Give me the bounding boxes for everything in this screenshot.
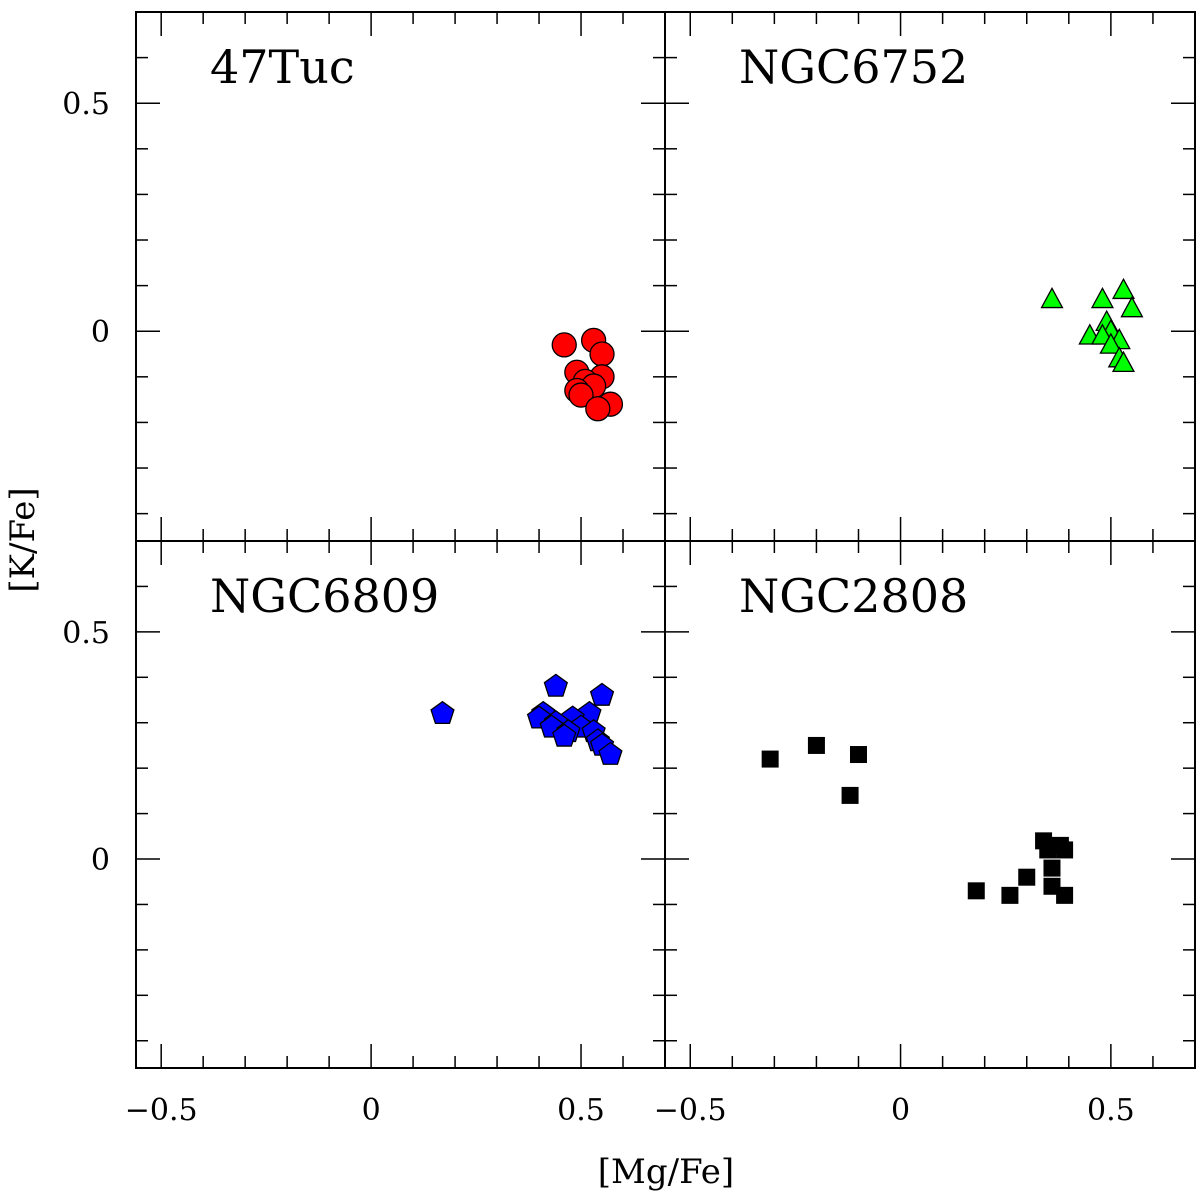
data-point — [543, 673, 569, 697]
y-tick-label: 0 — [91, 315, 110, 350]
data-point — [849, 746, 867, 764]
panel-title: 47Tuc — [210, 40, 355, 94]
y-tick-label: 0.5 — [62, 87, 110, 122]
data-point — [430, 700, 455, 724]
data-point — [589, 682, 615, 706]
data-point — [761, 750, 779, 768]
data-point — [598, 741, 623, 765]
data-point — [568, 382, 594, 408]
data-point — [1043, 859, 1061, 877]
data-point — [1120, 296, 1144, 318]
panel-title: NGC6752 — [739, 40, 968, 94]
data-point — [1056, 841, 1074, 859]
data-point — [841, 786, 859, 804]
data-point — [1001, 886, 1019, 904]
panel-ngc6809: −0.5 0 0.5 0 0.5 NGC6809 — [62, 540, 666, 1128]
data-point — [552, 723, 577, 747]
data-point — [1018, 868, 1036, 886]
x-tick-label: 0.5 — [1087, 1093, 1135, 1128]
data-point — [967, 882, 985, 900]
data-point — [1111, 350, 1136, 373]
data-point — [1043, 877, 1061, 895]
panel-title: NGC2808 — [739, 569, 968, 623]
data-point — [1090, 286, 1115, 309]
x-tick-label: −0.5 — [654, 1093, 727, 1128]
y-tick-label: 0.5 — [62, 616, 110, 651]
y-axis-title: [K/Fe] — [3, 487, 43, 592]
panel-ngc6752: NGC6752 — [664, 11, 1196, 542]
data-point — [585, 396, 611, 422]
data-point — [1056, 886, 1074, 904]
x-axis-title: [Mg/Fe] — [598, 1152, 734, 1192]
panel-title: NGC6809 — [210, 569, 439, 623]
data-point — [807, 736, 825, 754]
data-point — [589, 341, 615, 367]
x-tick-label: 0 — [362, 1093, 381, 1128]
x-tick-label: 0 — [891, 1093, 910, 1128]
panel-frame — [664, 540, 1196, 1069]
data-point — [1099, 332, 1123, 354]
x-tick-label: 0.5 — [557, 1093, 605, 1128]
panels: 0 0.5 47Tuc NGC6752 −0.5 0 0.5 0 0.5 NGC6809 −0.5 0… — [62, 11, 1196, 1128]
panel-ngc2808: −0.5 0 0.5 NGC2808 — [654, 540, 1196, 1128]
data-point — [1040, 286, 1064, 309]
y-tick-label: 0 — [91, 843, 110, 878]
data-point — [1111, 277, 1136, 300]
panel-47tuc: 0 0.5 47Tuc — [62, 11, 666, 542]
x-tick-label: −0.5 — [125, 1093, 198, 1128]
data-point — [551, 332, 577, 358]
